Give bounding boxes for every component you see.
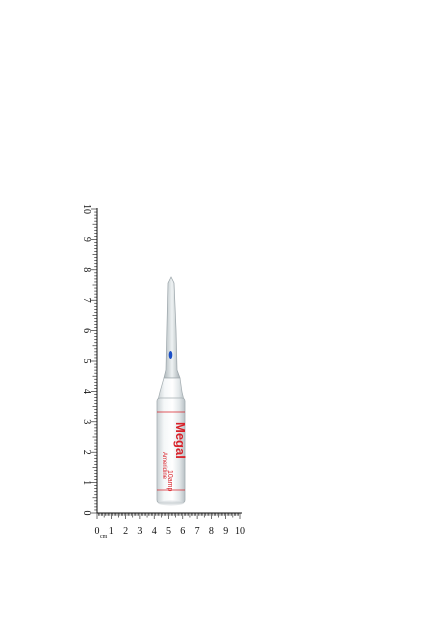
ampoule-neck (157, 377, 185, 401)
ruler-unit-label: cm (100, 534, 108, 540)
ruler-label: 2 (123, 526, 128, 537)
ampoule-dose: 10amp (166, 470, 173, 492)
ruler-label: 9 (81, 237, 92, 242)
ruler-label: 6 (81, 328, 92, 333)
break-point-dot (168, 351, 173, 359)
ruler-label: 8 (81, 267, 92, 272)
ampoule-tip (163, 276, 181, 379)
ruler-label: 9 (223, 526, 228, 537)
ruler-label: 8 (209, 526, 214, 537)
ruler-label: 5 (81, 359, 92, 364)
ruler-label: 6 (180, 526, 185, 537)
ampoule-drug-name: Ameridine (161, 452, 167, 480)
ruler-label: 0 (95, 526, 100, 537)
ruler-vertical-labels: 0 1 2 3 4 5 6 7 8 9 10 (81, 204, 92, 516)
ruler-label: 5 (166, 526, 171, 537)
ruler-label: 3 (137, 526, 142, 537)
ruler-label: 7 (81, 298, 92, 303)
ruler-label: 3 (81, 419, 92, 424)
ampoule-base (158, 500, 184, 506)
ampoule-brand-name: Megal (173, 422, 188, 459)
ruler-label: 4 (81, 389, 92, 394)
ruler-vertical-ticks (91, 208, 97, 514)
ruler-label: 1 (109, 526, 114, 537)
ruler-label: 2 (81, 450, 92, 455)
ruler-label: 0 (81, 511, 92, 516)
ruler-label: 7 (195, 526, 200, 537)
ruler-label: 10 (81, 204, 92, 214)
ruler-label: 4 (152, 526, 157, 537)
ruler-horizontal-ticks (96, 513, 241, 519)
ruler-horizontal-labels: 0 1 2 3 4 5 6 7 8 9 10 (95, 526, 246, 537)
ruler-label: 10 (235, 526, 245, 537)
ruler-label: 1 (81, 480, 92, 485)
glass-ampoule: Megal Ameridine 10amp (156, 276, 188, 506)
